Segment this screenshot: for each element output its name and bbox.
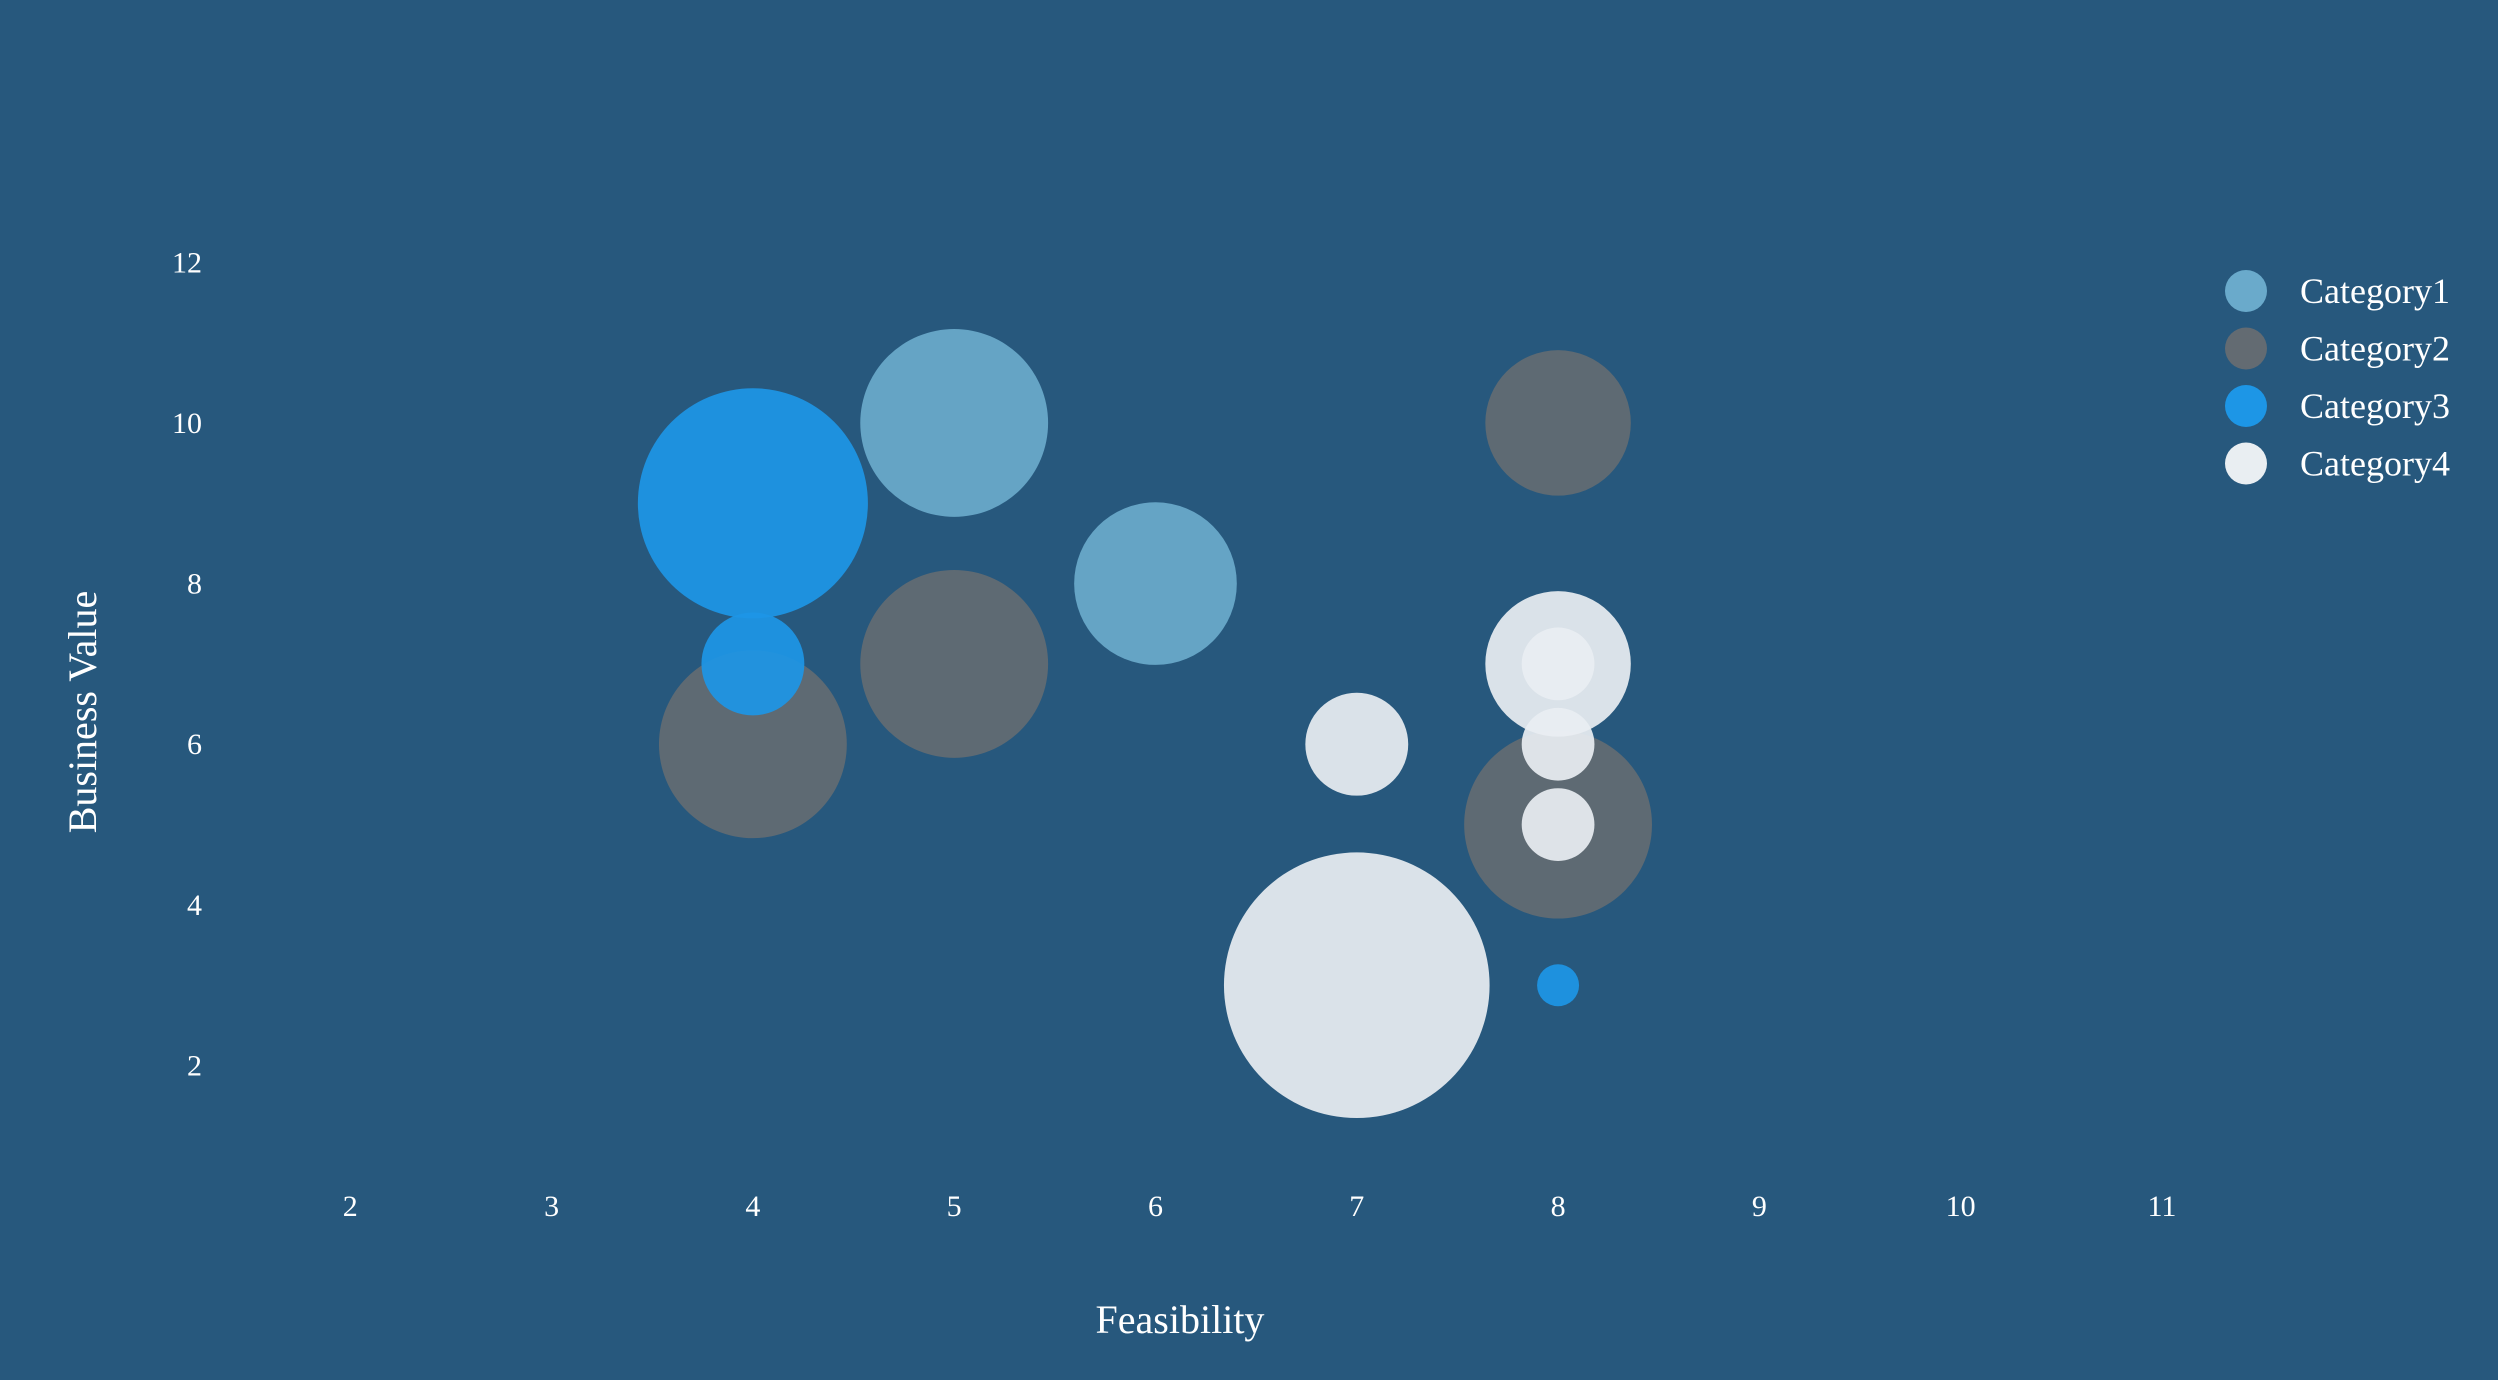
series-category3 [637,388,1580,1007]
y-tick-label: 12 [172,246,202,279]
x-tick-label: 5 [947,1190,962,1223]
y-tick-label: 8 [187,568,202,601]
y-tick-label: 6 [187,728,202,761]
legend-label: Category4 [2300,444,2450,484]
series-category4 [1223,591,1631,1119]
y-tick-label: 2 [187,1050,202,1083]
bubble-category3-1 [637,388,868,619]
y-tick-label: 10 [172,407,202,440]
bubble-category4-2 [1305,692,1409,796]
bubble-category1-2 [1074,502,1237,665]
bubble-category2-3 [1485,350,1631,496]
bubble-category3-3 [1537,964,1580,1007]
legend-item-category4: Category4 [2225,442,2450,485]
bubble-layer [637,329,1652,1119]
legend-label: Category1 [2300,271,2450,311]
y-tick-label: 4 [187,889,202,922]
y-axis-ticks: 2 4 6 8 10 12 [172,246,202,1082]
bubble-category4-1 [1223,852,1490,1119]
x-tick-label: 9 [1752,1190,1767,1223]
x-tick-label: 8 [1551,1190,1566,1223]
legend-item-category1: Category1 [2225,270,2450,312]
legend-label: Category3 [2300,386,2450,426]
bubble-category4-4 [1521,788,1595,861]
legend-item-category3: Category3 [2225,385,2450,427]
series-category1 [860,329,1237,665]
x-tick-label: 2 [343,1190,358,1223]
legend-label: Category2 [2300,329,2450,369]
x-tick-label: 6 [1148,1190,1163,1223]
x-axis-title: Feasibility [1096,1297,1265,1342]
legend-swatch [2225,270,2267,312]
legend: Category1 Category2 Category3 Category4 [2225,270,2450,485]
bubble-category2-1 [658,650,847,839]
x-tick-label: 3 [544,1190,559,1223]
bubble-category2-2 [860,570,1049,758]
bubble-category3-2 [701,612,805,716]
bubble-category4-6 [1521,707,1595,781]
legend-swatch [2225,327,2267,370]
legend-item-category2: Category2 [2225,327,2450,370]
x-tick-label: 4 [745,1190,760,1223]
x-axis-ticks: 2 3 4 5 6 7 8 9 10 11 [343,1190,2177,1223]
y-axis-title: Business Value [60,591,105,834]
legend-swatch [2225,442,2267,485]
bubble-category1-1 [860,329,1049,517]
x-tick-label: 11 [2148,1190,2177,1223]
x-tick-label: 7 [1349,1190,1364,1223]
legend-swatch [2225,385,2267,427]
bubble-category4-5 [1521,627,1595,701]
x-tick-label: 10 [1946,1190,1976,1223]
